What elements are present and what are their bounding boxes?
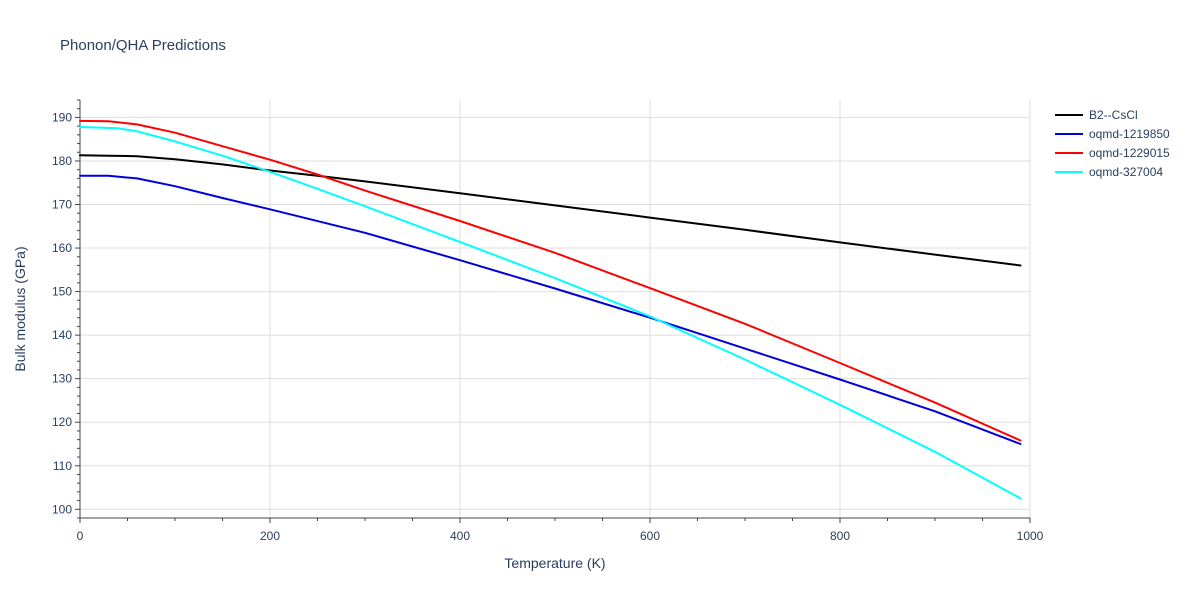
legend[interactable]: B2--CsCl oqmd-1219850 oqmd-1229015 oqmd-327… bbox=[1055, 108, 1170, 179]
legend-item[interactable]: oqmd-1229015 bbox=[1055, 146, 1170, 160]
x-tick-label: 200 bbox=[260, 529, 280, 543]
y-tick-label: 100 bbox=[52, 502, 72, 516]
legend-item[interactable]: oqmd-327004 bbox=[1055, 165, 1163, 179]
legend-label: oqmd-1219850 bbox=[1089, 127, 1170, 141]
y-tick-label: 170 bbox=[52, 198, 72, 212]
x-tick-label: 0 bbox=[77, 529, 84, 543]
y-tick-label: 180 bbox=[52, 154, 72, 168]
y-tick-label: 150 bbox=[52, 285, 72, 299]
legend-label: B2--CsCl bbox=[1089, 108, 1138, 122]
y-tick-label: 110 bbox=[53, 459, 72, 473]
legend-label: oqmd-327004 bbox=[1089, 165, 1163, 179]
legend-item[interactable]: oqmd-1219850 bbox=[1055, 127, 1170, 141]
x-tick-label: 400 bbox=[450, 529, 470, 543]
x-tick-label: 800 bbox=[830, 529, 850, 543]
legend-item[interactable]: B2--CsCl bbox=[1055, 108, 1138, 122]
series-line-b2-cscl bbox=[79, 154, 1022, 267]
legend-label: oqmd-1229015 bbox=[1089, 146, 1170, 160]
series-line-oqmd-327004 bbox=[79, 126, 1022, 500]
x-tick-label: 600 bbox=[640, 529, 660, 543]
grid bbox=[80, 100, 1031, 518]
y-tick-label: 190 bbox=[52, 110, 72, 124]
x-axis-title: Temperature (K) bbox=[504, 555, 605, 571]
chart-title: Phonon/QHA Predictions bbox=[60, 37, 226, 54]
y-tick-label: 140 bbox=[52, 328, 72, 342]
y-tick-label: 130 bbox=[52, 372, 72, 386]
x-tick-label: 1000 bbox=[1017, 529, 1044, 543]
series-line-oqmd-1229015 bbox=[79, 119, 1022, 442]
y-tick-label: 120 bbox=[52, 415, 72, 429]
y-axis-title: Bulk modulus (GPa) bbox=[12, 246, 28, 371]
series-line-oqmd-1219850 bbox=[79, 174, 1022, 445]
y-tick-label: 160 bbox=[52, 241, 72, 255]
plot-area bbox=[79, 119, 1022, 500]
axes: 0 200 400 600 800 1000 100 110 120 130 140 150 160 17… bbox=[52, 99, 1044, 543]
